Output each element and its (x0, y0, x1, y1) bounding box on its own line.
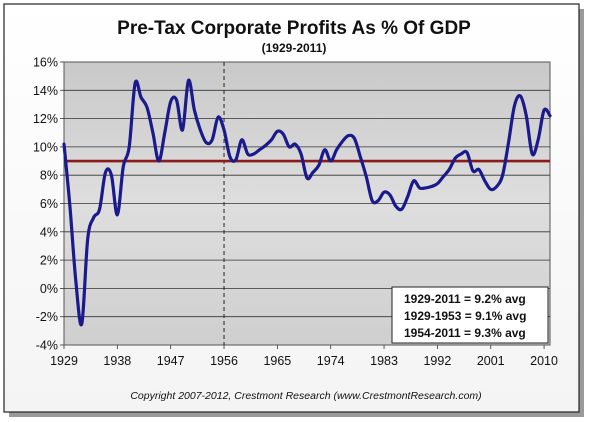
x-tick-label: 1974 (317, 354, 345, 368)
y-tick-label: -2% (36, 310, 58, 324)
y-tick-label: 6% (40, 197, 58, 211)
chart-subtitle: (1929-2011) (262, 41, 327, 55)
x-tick-label: 1992 (423, 354, 451, 368)
y-tick-label: -4% (36, 339, 58, 353)
average-legend: 1929-2011 = 9.2% avg 1929-1953 = 9.1% av… (391, 286, 549, 344)
y-tick-label: 14% (33, 84, 58, 98)
legend-line-3: 1954-2011 = 9.3% avg (404, 326, 526, 340)
copyright-text: Copyright 2007-2012, Crestmont Research … (130, 390, 481, 402)
y-tick-label: 10% (33, 140, 58, 154)
y-tick-label: 16% (33, 56, 58, 70)
y-tick-label: 8% (40, 169, 58, 183)
profits-series-line (62, 78, 552, 327)
x-tick-label: 2010 (530, 354, 558, 368)
y-tick-label: 12% (33, 112, 58, 126)
y-tick-label: 4% (40, 225, 58, 239)
y-tick-label: 0% (40, 282, 58, 296)
legend-line-2: 1929-1953 = 9.1% avg (404, 309, 526, 323)
y-axis-ticks: -4% -2% 0% 2% 4% 6% 8% 10% 12% 14% 16% (33, 56, 64, 353)
x-tick-label: 1965 (263, 354, 291, 368)
x-tick-label: 1938 (103, 354, 131, 368)
x-tick-label: 1956 (210, 354, 238, 368)
y-tick-label: 2% (40, 254, 58, 268)
x-tick-label: 1947 (157, 354, 185, 368)
x-tick-label: 2001 (477, 354, 505, 368)
x-axis-ticks: 1929 1938 1947 1956 1965 1974 1983 1992 2001 2010 (50, 345, 558, 368)
x-tick-label: 1929 (50, 354, 78, 368)
chart-title: Pre-Tax Corporate Profits As % Of GDP (117, 18, 471, 39)
legend-line-1: 1929-2011 = 9.2% avg (404, 292, 526, 306)
x-tick-label: 1983 (370, 354, 398, 368)
series-layer (62, 62, 552, 345)
legend-box (391, 286, 549, 344)
